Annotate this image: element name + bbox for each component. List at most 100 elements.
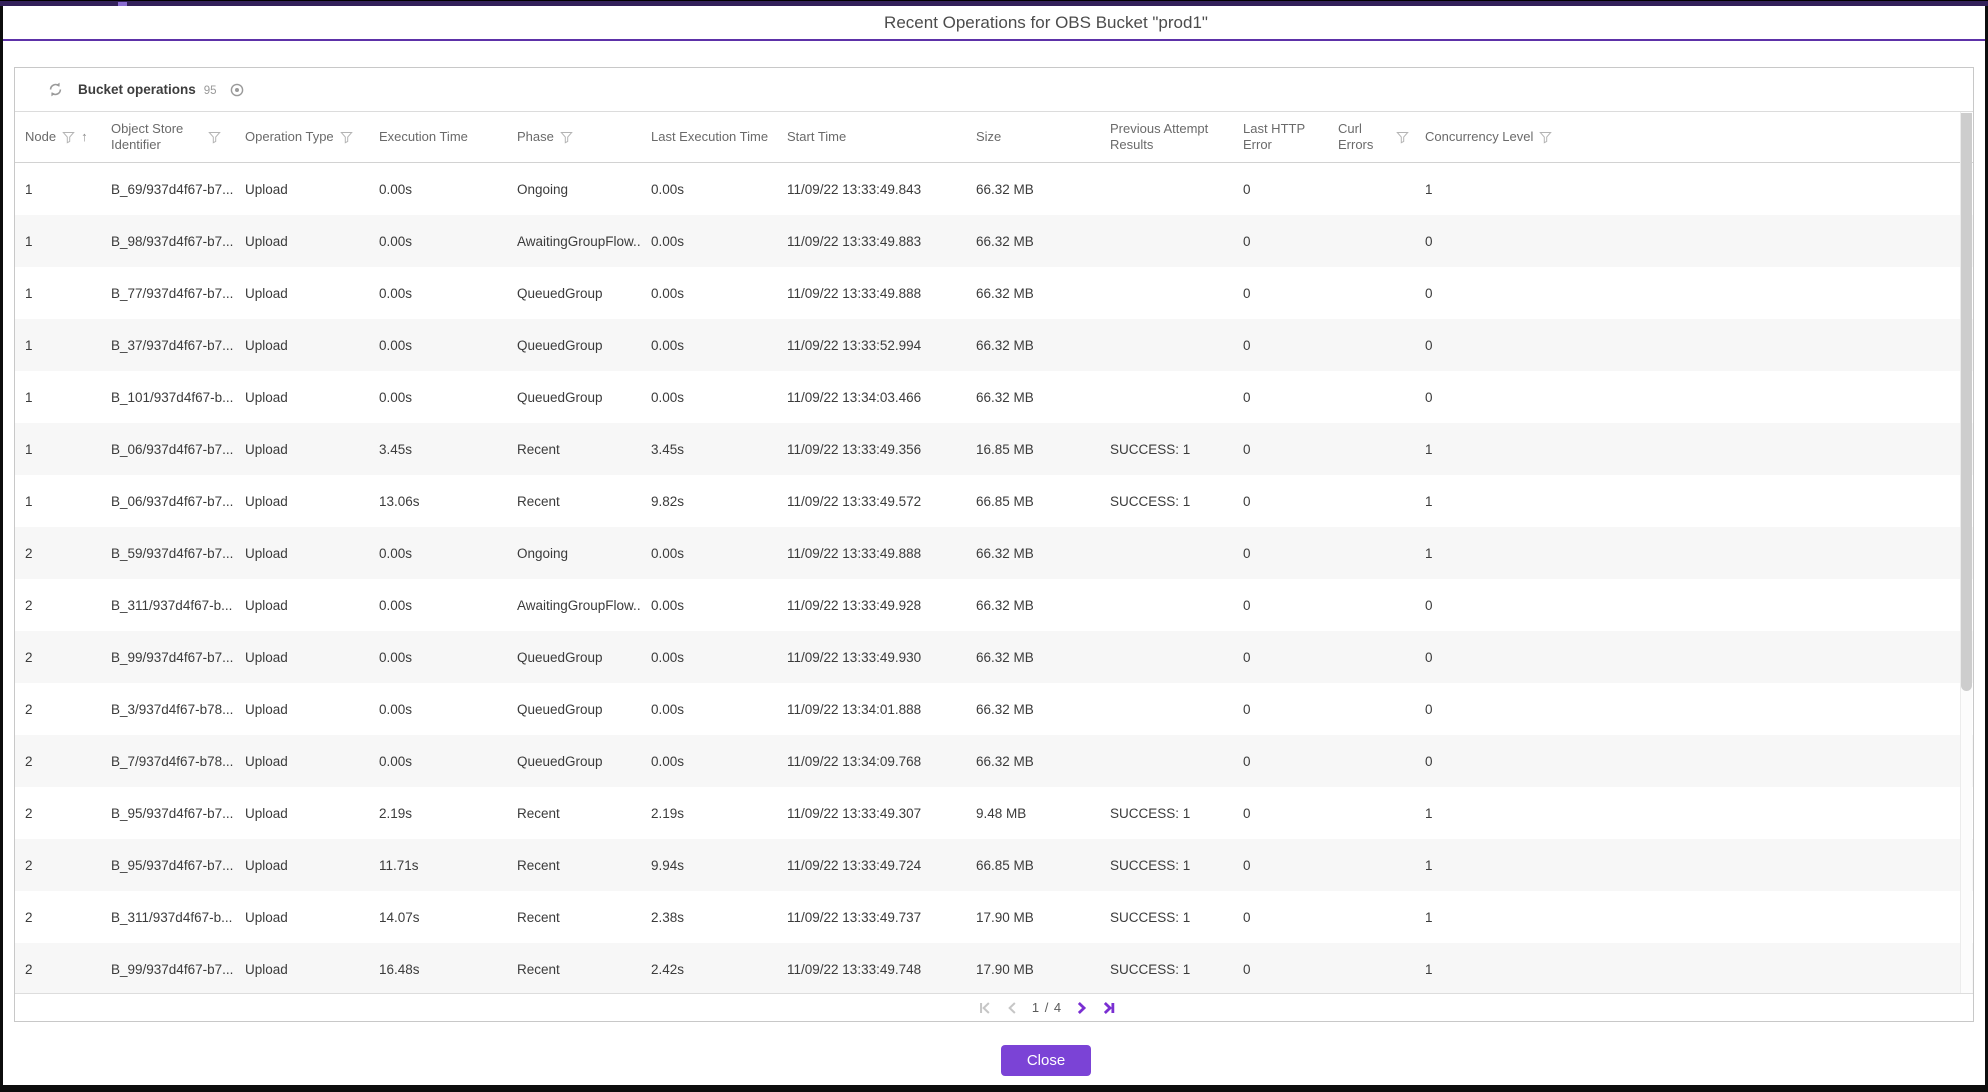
table-row: 1 B_101/937d4f67-b... Upload 0.00s QueuedGro… [15,371,1973,423]
cell-operation-type: Upload [245,909,288,925]
cell-execution-time: 2.19s [379,805,413,821]
cell-concurrency-level: 0 [1425,649,1433,665]
filter-icon[interactable] [560,131,573,144]
filter-icon[interactable] [339,131,353,144]
first-page-icon[interactable] [978,1001,992,1015]
cell-start-time: 11/09/22 13:33:49.928 [787,597,922,613]
cell-phase: AwaitingGroupFlow... [517,233,641,249]
column-header-operation-type[interactable]: Operation Type [235,112,369,162]
sort-ascending-icon[interactable]: ↑ [81,128,88,144]
table-row: 1 B_37/937d4f67-b7... Upload 0.00s QueuedGro… [15,319,1973,371]
cell-operation-type: Upload [245,649,288,665]
cell-execution-time: 0.00s [379,545,413,561]
cell-last-execution-time: 0.00s [651,753,685,769]
table-row: 1 B_77/937d4f67-b7... Upload 0.00s QueuedGro… [15,267,1973,319]
cell-previous-attempt-results [1100,527,1233,579]
cell-object-store-identifier: B_37/937d4f67-b7... [111,337,234,353]
refresh-icon[interactable] [47,81,64,98]
cell-curl-errors [1328,163,1415,215]
cell-curl-errors [1328,891,1415,943]
column-header-start-time[interactable]: Start Time [777,112,966,162]
column-header-object-store-identifier[interactable]: Object Store Identifier [101,112,235,162]
cell-operation-type: Upload [245,753,288,769]
cell-object-store-identifier: B_7/937d4f67-b78... [111,753,234,769]
cell-last-execution-time: 0.00s [651,649,685,665]
vertical-scrollbar[interactable] [1960,112,1972,993]
column-header-size[interactable]: Size [966,112,1100,162]
table-row: 2 B_95/937d4f67-b7... Upload 11.71s Recent 9.… [15,839,1973,891]
cell-node: 2 [25,701,33,717]
cell-curl-errors [1328,839,1415,891]
column-header-phase[interactable]: Phase [507,112,641,162]
cell-node: 1 [25,493,33,509]
cell-start-time: 11/09/22 13:34:01.888 [787,701,922,717]
cell-previous-attempt-results: SUCCESS: 1 [1110,805,1191,821]
cell-execution-time: 0.00s [379,285,413,301]
column-header-node[interactable]: Node ↑ [15,112,101,162]
filter-icon[interactable] [1539,131,1553,144]
cell-node: 2 [25,753,33,769]
cell-start-time: 11/09/22 13:33:49.930 [787,649,922,665]
column-header-curl-errors[interactable]: Curl Errors [1328,112,1415,162]
table-row: 2 B_99/937d4f67-b7... Upload 16.48s Recent 2.… [15,943,1973,995]
cell-phase: AwaitingGroupFlow... [517,597,641,613]
cell-previous-attempt-results: SUCCESS: 1 [1110,441,1191,457]
filter-icon[interactable] [208,131,221,144]
cell-start-time: 11/09/22 13:33:49.572 [787,493,922,509]
cell-previous-attempt-results: SUCCESS: 1 [1110,493,1191,509]
previous-page-icon[interactable] [1006,1001,1018,1015]
column-label: Last Execution Time [651,128,769,144]
close-button[interactable]: Close [1001,1045,1091,1076]
cell-execution-time: 0.00s [379,389,413,405]
cell-operation-type: Upload [245,701,288,717]
cell-last-http-error: 0 [1243,389,1251,405]
cell-last-http-error: 0 [1243,493,1251,509]
table-row: 2 B_59/937d4f67-b7... Upload 0.00s Ongoing 0.… [15,527,1973,579]
table-row: 1 B_06/937d4f67-b7... Upload 13.06s Recent 9.… [15,475,1973,527]
cell-curl-errors [1328,735,1415,787]
cell-node: 1 [25,441,33,457]
column-header-last-http-error[interactable]: Last HTTP Error [1233,112,1328,162]
cell-previous-attempt-results [1100,371,1233,423]
cell-phase: Recent [517,493,560,509]
cell-last-execution-time: 9.94s [651,857,685,873]
cell-size: 66.32 MB [976,649,1034,665]
cell-execution-time: 16.48s [379,961,420,977]
filter-icon[interactable] [62,131,75,144]
cell-last-execution-time: 0.00s [651,233,685,249]
dialog-title: Recent Operations for OBS Bucket "prod1" [884,13,1208,32]
cell-size: 66.32 MB [976,337,1034,353]
cell-last-http-error: 0 [1243,857,1251,873]
cell-execution-time: 0.00s [379,337,413,353]
table-row: 1 B_69/937d4f67-b7... Upload 0.00s Ongoing 0.… [15,163,1973,215]
cell-execution-time: 0.00s [379,649,413,665]
cell-operation-type: Upload [245,857,288,873]
bucket-operations-panel: Bucket operations 95 Node ↑ Object Store I… [14,67,1974,1022]
eye-icon[interactable] [229,82,245,98]
column-header-last-execution-time[interactable]: Last Execution Time [641,112,777,162]
last-page-icon[interactable] [1102,1001,1116,1015]
cell-operation-type: Upload [245,961,288,977]
scrollbar-thumb[interactable] [1961,113,1972,691]
next-page-icon[interactable] [1076,1001,1088,1015]
cell-concurrency-level: 1 [1425,857,1433,873]
cell-start-time: 11/09/22 13:34:09.768 [787,753,922,769]
cell-phase: QueuedGroup [517,753,603,769]
cell-size: 9.48 MB [976,805,1027,821]
column-header-concurrency-level[interactable]: Concurrency Level [1415,112,1973,162]
cell-execution-time: 0.00s [379,597,413,613]
cell-size: 66.32 MB [976,597,1034,613]
cell-curl-errors [1328,267,1415,319]
cell-previous-attempt-results [1100,579,1233,631]
filter-icon[interactable] [1396,131,1409,144]
cell-concurrency-level: 1 [1425,545,1433,561]
column-header-execution-time[interactable]: Execution Time [369,112,507,162]
cell-object-store-identifier: B_99/937d4f67-b7... [111,649,234,665]
cell-previous-attempt-results [1100,267,1233,319]
cell-phase: Recent [517,961,560,977]
cell-size: 66.32 MB [976,389,1034,405]
cell-execution-time: 0.00s [379,753,413,769]
cell-node: 2 [25,545,33,561]
cell-last-http-error: 0 [1243,753,1251,769]
column-header-previous-attempt-results[interactable]: Previous Attempt Results [1100,112,1233,162]
